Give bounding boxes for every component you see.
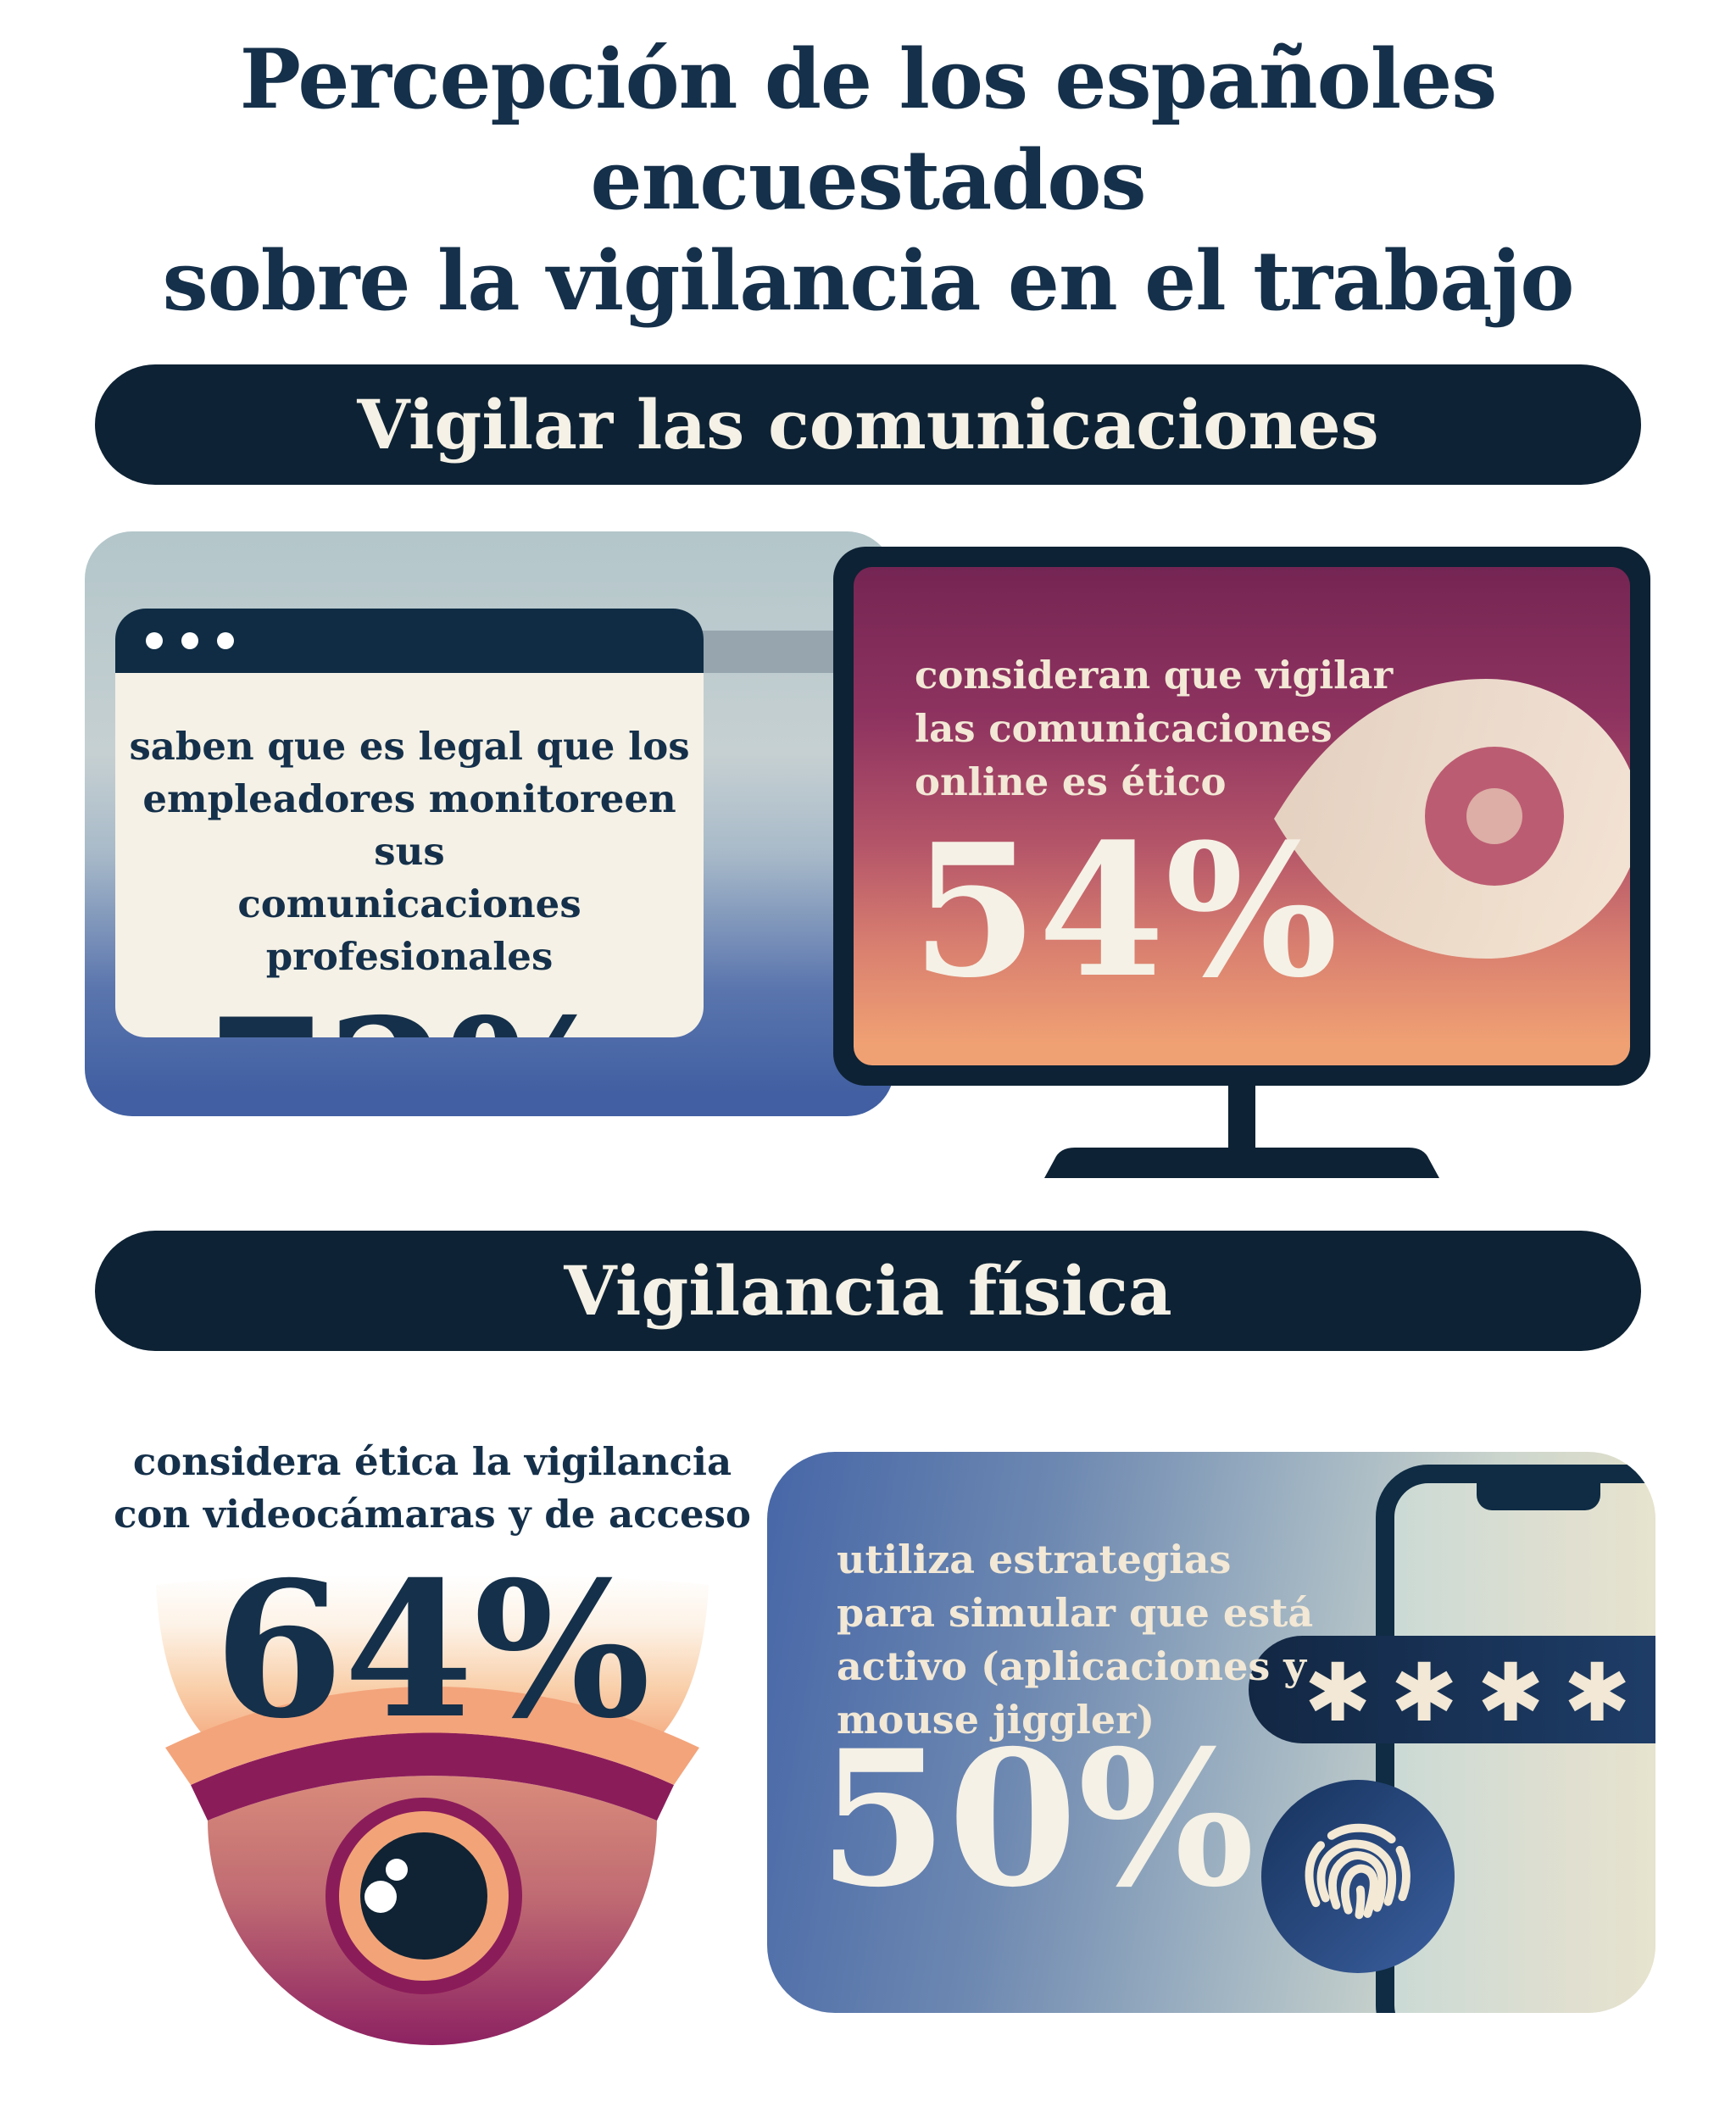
browser-tab-strip [697, 631, 839, 673]
password-field: ✱ ✱ ✱ ✱ [1249, 1636, 1655, 1743]
password-asterisk-icon: ✱ [1563, 1647, 1631, 1740]
stat-label-activity-simulation: utiliza estrategias para simular que est… [837, 1537, 1314, 1743]
stat-label-legal-monitoring: saben que es legal que los empleadores m… [129, 724, 690, 979]
window-dot-icon [217, 632, 234, 649]
window-dot-icon [146, 632, 163, 649]
stat-value-ethical-cameras: 64% [214, 1540, 651, 1760]
monitor-icon: consideran que vigilar las comunicacione… [833, 547, 1650, 1086]
physical-card: ✱ ✱ ✱ ✱ utiliza estrategias para simular… [767, 1452, 1655, 2013]
password-asterisk-icon: ✱ [1390, 1647, 1458, 1740]
monitor-stand-neck [1228, 1084, 1255, 1152]
phone-notch [1477, 1483, 1600, 1510]
stat-label-ethical-online: consideran que vigilar las comunicacione… [915, 653, 1394, 804]
browser-window: saben que es legal que los empleadores m… [115, 609, 704, 1037]
section-header-physical-label: Vigilancia física [564, 1251, 1172, 1331]
password-asterisk-icon: ✱ [1304, 1647, 1372, 1740]
password-asterisk-icon: ✱ [1477, 1647, 1544, 1740]
browser-content: saben que es legal que los empleadores m… [115, 673, 704, 1037]
fingerprint-button [1261, 1780, 1455, 1973]
stat-value-ethical-online: 54% [911, 803, 1338, 1018]
security-camera-icon [156, 1575, 709, 2045]
page-title-line-1: Percepción de los españoles encuestados [239, 31, 1498, 229]
fingerprint-icon [1305, 1823, 1410, 1920]
page-title: Percepción de los españoles encuestados … [0, 29, 1736, 331]
monitor-screen: consideran que vigilar las comunicacione… [854, 567, 1630, 1065]
stat-label-ethical-cameras: considera ética la vigilancia con videoc… [114, 1439, 751, 1537]
section-header-communications: Vigilar las comunicaciones [95, 364, 1641, 485]
section-header-communications-label: Vigilar las comunicaciones [357, 385, 1379, 464]
browser-titlebar [115, 609, 704, 673]
eye-icon [1274, 679, 1630, 959]
page-title-line-2: sobre la vigilancia en el trabajo [162, 233, 1575, 330]
section-header-physical: Vigilancia física [95, 1231, 1641, 1351]
stat-value-legal-monitoring: 72% [206, 997, 613, 1037]
window-dot-icon [181, 632, 198, 649]
stat-value-activity-simulation: 50% [818, 1709, 1255, 1928]
monitor-stand-base [1044, 1148, 1439, 1178]
